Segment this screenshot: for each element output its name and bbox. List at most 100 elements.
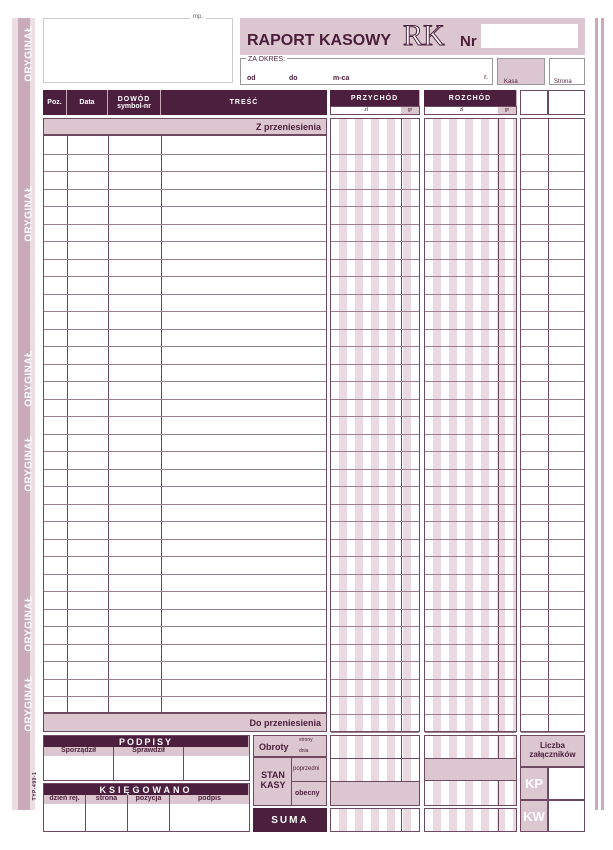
table-row-line <box>521 171 584 173</box>
table-row-line <box>521 311 584 313</box>
ksiegowano-box: KSIĘGOWANO dzień rej. strona pozycja pod… <box>43 783 250 832</box>
extra-column[interactable] <box>520 118 585 733</box>
table-row-line <box>521 591 584 593</box>
nr-label: Nr <box>460 33 477 50</box>
col-data: Data <box>67 90 108 115</box>
rozchod-column[interactable] <box>424 118 517 733</box>
table-row-line <box>521 486 584 488</box>
table-row-line <box>331 381 419 383</box>
table-row-line <box>44 398 326 400</box>
zl-label: zł <box>459 107 464 113</box>
gr-label: gr <box>401 107 419 114</box>
table-row-line <box>425 293 516 295</box>
kp-field[interactable] <box>548 767 585 800</box>
kasa-field[interactable]: Kasa <box>497 58 545 85</box>
przychod-column[interactable] <box>330 118 420 733</box>
przychod-suma[interactable] <box>330 808 420 832</box>
table-row-line <box>44 241 326 243</box>
podpisy-box: PODPISY Sporządził Sprawdził <box>43 735 250 781</box>
podpis-label: podpis <box>198 795 221 802</box>
table-row-line <box>331 678 419 680</box>
strona-label: Strona <box>554 79 572 85</box>
table-row-line <box>44 171 326 173</box>
table-row-line <box>521 468 584 470</box>
table-row-line <box>425 451 516 453</box>
table-row-line <box>44 661 326 663</box>
col-przychod: PRZYCHÓD zł gr <box>330 90 420 115</box>
col-rozchod: ROZCHÓD zł gr <box>424 90 517 115</box>
poprzedni-label: poprzedni <box>293 766 320 772</box>
kasa-label: Kasa <box>504 79 518 85</box>
table-row-line <box>331 398 419 400</box>
table-row-line <box>521 731 584 733</box>
nr-field[interactable] <box>481 24 578 48</box>
dzien-field[interactable] <box>44 804 86 831</box>
table-row-line <box>331 538 419 540</box>
table-row-line <box>521 608 584 610</box>
table-row-line <box>425 696 516 698</box>
table-row-line <box>44 608 326 610</box>
table-row-line <box>521 556 584 558</box>
table-row-line <box>44 696 326 698</box>
sporzadzil-field[interactable] <box>44 756 114 780</box>
stamp-box[interactable]: mp. <box>43 14 233 83</box>
rozchod-suma[interactable] <box>424 808 517 832</box>
podpis-field[interactable] <box>170 804 249 831</box>
table-row-line <box>521 678 584 680</box>
pozycja-field[interactable] <box>128 804 170 831</box>
table-row-line <box>521 206 584 208</box>
right-border <box>595 18 598 810</box>
table-row-line <box>44 521 326 523</box>
period-field[interactable]: ZA OKRES: od do m-ca r. <box>240 56 493 85</box>
table-row-line <box>425 521 516 523</box>
przychod-summary[interactable] <box>330 735 420 806</box>
suma-label: SUMA <box>253 808 327 832</box>
table-row-line <box>425 714 516 715</box>
przychod-stan-obecny-filled <box>331 781 419 805</box>
table-row-line <box>44 591 326 593</box>
table-row-line <box>44 433 326 435</box>
table-row-line <box>521 188 584 190</box>
strony-label: strony <box>299 737 313 743</box>
entries-table[interactable] <box>43 135 327 713</box>
table-row-line <box>425 416 516 418</box>
rozchod-summary[interactable] <box>424 735 517 806</box>
table-row-line <box>425 591 516 593</box>
table-row-line <box>331 556 419 558</box>
table-row-line <box>521 521 584 523</box>
table-row-line <box>331 206 419 208</box>
kw-label: KW <box>520 800 548 832</box>
table-row-line <box>331 153 419 155</box>
table-row-line <box>44 223 326 225</box>
table-row-line <box>331 311 419 313</box>
sprawdzil-field[interactable] <box>114 756 184 780</box>
page-title: RAPORT KASOWY <box>247 32 391 49</box>
kw-field[interactable] <box>548 800 585 832</box>
strona-k-field[interactable] <box>86 804 128 831</box>
table-row-line <box>521 643 584 645</box>
pozycja-label: pozycja <box>128 795 170 804</box>
z-przeniesienia-row: Z przeniesienia <box>43 118 327 135</box>
przychod-label: PRZYCHÓD <box>330 90 420 106</box>
table-row-line <box>425 626 516 628</box>
table-row-line <box>425 608 516 610</box>
table-row-line <box>425 363 516 365</box>
kp-label: KP <box>520 767 548 800</box>
table-row-line <box>425 556 516 558</box>
table-row-line <box>521 398 584 400</box>
table-row-line <box>521 276 584 278</box>
dzien-label: dzień rej. <box>44 795 86 804</box>
rk-logo: RK <box>403 19 446 53</box>
table-row-line <box>425 276 516 278</box>
table-row-line <box>425 311 516 313</box>
do-przeniesienia-row: Do przeniesienia <box>43 713 327 732</box>
col-dowod: DOWÓD symbol-nr <box>108 90 161 115</box>
table-row-line <box>425 573 516 575</box>
table-row-line <box>521 626 584 628</box>
ksiegowano-title: KSIĘGOWANO <box>44 784 249 795</box>
strona-field[interactable]: Strona <box>549 58 585 85</box>
table-row-line <box>521 328 584 330</box>
obroty-label: Obroty <box>259 742 289 752</box>
table-row-line <box>331 416 419 418</box>
table-row-line <box>331 276 419 278</box>
